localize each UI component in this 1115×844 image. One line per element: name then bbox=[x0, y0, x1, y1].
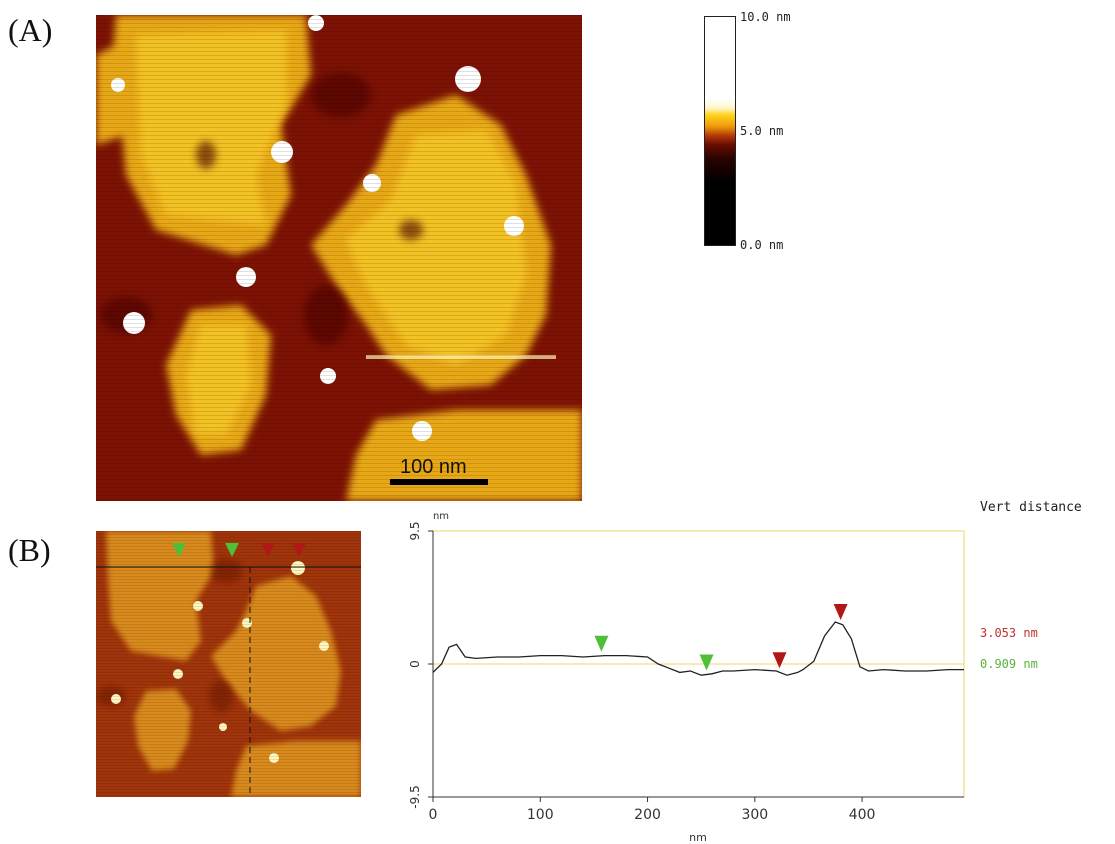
green-marker-1 bbox=[172, 543, 186, 557]
y-axis-unit-label: nm bbox=[433, 511, 449, 522]
green-vert-distance: 0.909 nm bbox=[980, 657, 1038, 671]
y-tick-label-1: 0 bbox=[408, 660, 422, 668]
y-tick-label-2: -9.5 bbox=[408, 785, 422, 808]
scale-bar bbox=[390, 479, 488, 485]
profile-line bbox=[432, 621, 964, 676]
scale-bar-label: 100 nm bbox=[400, 456, 467, 478]
height-color-bar bbox=[704, 16, 736, 246]
profile-red-marker-0 bbox=[772, 652, 787, 669]
profile-green-marker-1 bbox=[699, 654, 714, 671]
profile-red-marker-1 bbox=[833, 604, 848, 620]
x-tick-label-2: 200 bbox=[634, 807, 661, 823]
colorbar-mid-label: 5.0 nm bbox=[740, 124, 784, 138]
x-tick-label-3: 300 bbox=[741, 807, 768, 823]
x-tick-label-1: 100 bbox=[527, 807, 554, 823]
x-axis-unit-label: nm bbox=[689, 831, 707, 844]
afm-topography-image bbox=[96, 15, 582, 501]
x-tick-label-4: 400 bbox=[849, 807, 876, 823]
colorbar-bottom-label: 0.0 nm bbox=[740, 238, 784, 252]
panel-label-a: (A) bbox=[8, 12, 53, 48]
green-marker-2 bbox=[225, 543, 239, 557]
red-marker-1 bbox=[261, 543, 275, 557]
red-vert-distance: 3.053 nm bbox=[980, 626, 1038, 640]
vert-distance-title: Vert distance bbox=[980, 500, 1082, 515]
afm-section-image bbox=[96, 531, 361, 797]
x-tick-label-0: 0 bbox=[429, 807, 438, 823]
profile-green-marker-0 bbox=[594, 635, 609, 652]
red-marker-2 bbox=[292, 543, 306, 557]
panel-label-b: (B) bbox=[8, 532, 51, 568]
colorbar-top-label: 10.0 nm bbox=[740, 10, 791, 24]
y-tick-label-0: 9.5 bbox=[408, 521, 422, 540]
